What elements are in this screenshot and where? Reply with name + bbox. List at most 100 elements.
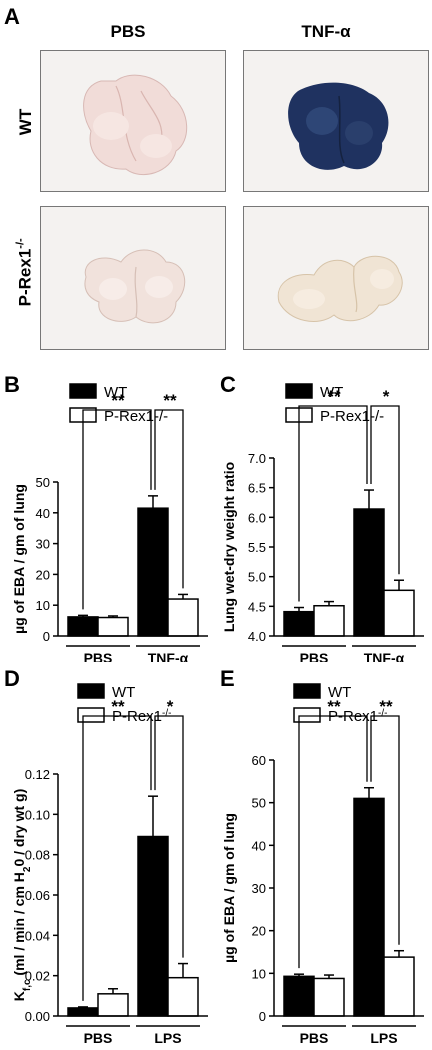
panel-label-c: C <box>220 372 236 397</box>
legend-label-b-0: WT <box>104 384 127 401</box>
sig-bracket-b-0 <box>82 409 152 610</box>
lung-photo-prex1-pbs <box>40 206 226 350</box>
lung-photo-prex1-tnf <box>243 206 429 350</box>
sig-bracket-e-1 <box>370 715 400 945</box>
sig-star-c-1: * <box>383 387 390 406</box>
y-tick-label-c-2: 5.0 <box>248 570 266 585</box>
y-tick-label-b-0: 0 <box>43 629 50 644</box>
sig-bracket-c-1 <box>370 405 400 575</box>
y-tick-label-d-4: 0.08 <box>25 848 50 863</box>
y-axis-label-c: Lung wet-dry weight ratio <box>221 462 237 632</box>
sig-bracket-e-0 <box>298 715 368 969</box>
y-tick-label-b-4: 40 <box>36 506 50 521</box>
y-tick-label-c-4: 6.0 <box>248 510 266 525</box>
y-tick-label-c-3: 5.5 <box>248 540 266 555</box>
legend-label-e-0: WT <box>328 684 351 701</box>
sig-bracket-d-1 <box>154 715 184 958</box>
y-tick-label-c-1: 4.5 <box>248 599 266 614</box>
y-tick-label-d-5: 0.10 <box>25 807 50 822</box>
y-tick-label-e-6: 60 <box>252 753 266 768</box>
panel-label-b: B <box>4 372 20 397</box>
sig-bracket-d-0 <box>82 715 152 1001</box>
bar-chart-b: WT P-Rex1-/- 0 10 20 30 40 50 µg of EBA / gm of … <box>11 383 208 662</box>
y-tick-label-e-1: 10 <box>252 966 266 981</box>
legend-swatch-b-0 <box>69 383 97 399</box>
y-tick-label-b-3: 30 <box>36 537 50 552</box>
bar-d-2 <box>137 835 169 1017</box>
y-tick-label-d-1: 0.02 <box>25 969 50 984</box>
legend-label-c-0: WT <box>320 384 343 401</box>
sig-star-d-0: ** <box>111 697 125 716</box>
legend-swatch-e-0 <box>293 683 321 699</box>
y-tick-label-e-5: 50 <box>252 796 266 811</box>
column-label-tnf: TNF-α <box>301 22 351 41</box>
y-tick-label-e-2: 20 <box>252 924 266 939</box>
group-label-c-0: PBS <box>300 650 329 662</box>
y-tick-label-c-6: 7.0 <box>248 451 266 466</box>
legend-label-b-1: P-Rex1-/- <box>104 408 168 425</box>
group-label-b-0: PBS <box>84 650 113 662</box>
sig-star-c-0: ** <box>327 387 341 406</box>
row-label-wt: WT <box>16 108 35 136</box>
bar-e-0 <box>283 975 315 1017</box>
lung-photo-wt-pbs <box>40 50 226 192</box>
bar-d-3 <box>167 976 199 1017</box>
row-label-prex1: P-Rex1-/- <box>14 238 35 307</box>
sig-star-e-1: ** <box>379 697 393 716</box>
bar-b-1 <box>97 616 129 637</box>
sig-star-d-1: * <box>167 697 174 716</box>
sig-star-e-0: ** <box>327 697 341 716</box>
legend-label-d-0: WT <box>112 684 135 701</box>
y-tick-label-d-0: 0.00 <box>25 1009 50 1024</box>
y-tick-label-d-6: 0.12 <box>25 767 50 782</box>
y-axis-label-e: µg of EBA / gm of lung <box>221 813 237 963</box>
legend-label-c-1: P-Rex1-/- <box>320 408 384 425</box>
y-axis-label-d: Kf,c (ml / min / cm H20 / dry wt g) <box>11 789 33 1002</box>
sig-bracket-b-1 <box>154 409 184 589</box>
group-label-d-1: LPS <box>154 1030 181 1046</box>
sig-star-b-1: ** <box>163 391 177 410</box>
y-axis-label-b: µg of EBA / gm of lung <box>11 484 27 634</box>
bar-c-1 <box>313 604 345 637</box>
legend-swatch-c-0 <box>285 383 313 399</box>
group-label-e-1: LPS <box>370 1030 397 1046</box>
bar-c-3 <box>383 589 415 637</box>
y-tick-label-c-0: 4.0 <box>248 629 266 644</box>
bar-b-3 <box>167 598 199 637</box>
legend-swatch-d-1 <box>77 707 105 723</box>
y-tick-label-d-2: 0.04 <box>25 928 50 943</box>
group-label-b-1: TNF-α <box>148 650 189 662</box>
y-tick-label-d-3: 0.06 <box>25 888 50 903</box>
sig-bracket-c-0 <box>298 405 368 602</box>
bar-d-0 <box>67 1007 99 1017</box>
y-tick-label-e-0: 0 <box>259 1009 266 1024</box>
lung-photo-wt-tnf <box>243 50 429 192</box>
y-tick-label-e-3: 30 <box>252 881 266 896</box>
group-label-c-1: TNF-α <box>364 650 405 662</box>
bar-e-2 <box>353 797 385 1017</box>
legend-swatch-e-1 <box>293 707 321 723</box>
bar-chart-d: WTP-Rex1-/-0.000.020.040.060.080.100.12K… <box>11 683 208 1046</box>
y-tick-label-e-4: 40 <box>252 838 266 853</box>
bar-d-1 <box>97 993 129 1017</box>
panel-label-e: E <box>220 666 235 691</box>
sig-star-b-0: ** <box>111 391 125 410</box>
y-tick-label-c-5: 6.5 <box>248 481 266 496</box>
panel-label-a: A <box>4 4 20 29</box>
bar-c-2 <box>353 508 385 637</box>
group-label-e-0: PBS <box>300 1030 329 1046</box>
legend-swatch-d-0 <box>77 683 105 699</box>
bar-c-0 <box>283 610 315 637</box>
bar-b-2 <box>137 507 169 637</box>
y-tick-label-b-1: 10 <box>36 598 50 613</box>
bar-e-1 <box>313 977 345 1017</box>
bar-e-3 <box>383 956 415 1017</box>
panel-label-d: D <box>4 666 20 691</box>
column-label-pbs: PBS <box>110 22 146 41</box>
group-label-d-0: PBS <box>84 1030 113 1046</box>
y-tick-label-b-5: 50 <box>36 475 50 490</box>
bar-b-0 <box>67 616 99 637</box>
bar-chart-c: WT P-Rex1-/- 4.0 4.5 5.0 5.5 6.0 6.5 7.0 Lung wet… <box>221 383 424 662</box>
y-tick-label-b-2: 20 <box>36 567 50 582</box>
